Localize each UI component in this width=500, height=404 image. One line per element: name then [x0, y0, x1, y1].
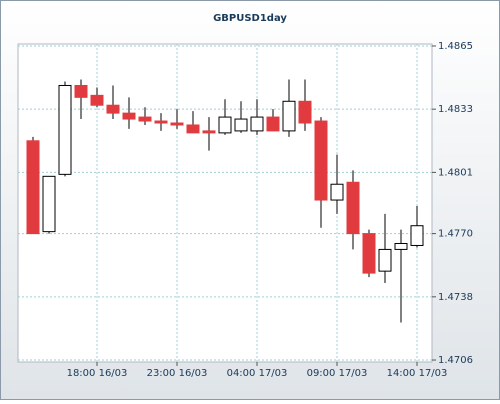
- candle-body: [410, 225, 424, 246]
- candle-body: [362, 233, 376, 274]
- candle-body: [266, 116, 280, 132]
- y-tick-label: 1.4706: [438, 355, 473, 366]
- candle-body: [314, 120, 328, 201]
- candle-body: [138, 116, 152, 122]
- x-tick-label: 09:00 17/03: [307, 368, 368, 379]
- candle-body: [58, 84, 72, 175]
- candle-body: [234, 118, 248, 132]
- x-tick-label: 04:00 17/03: [227, 368, 288, 379]
- candle-body: [202, 130, 216, 134]
- candle-body: [186, 124, 200, 134]
- chart-title: GBPUSD1day: [213, 13, 287, 24]
- x-tick-label: 23:00 16/03: [147, 368, 208, 379]
- x-tick-label: 18:00 16/03: [67, 368, 128, 379]
- candle-body: [250, 116, 264, 132]
- candle-body: [26, 140, 40, 235]
- y-tick-label: 1.4865: [438, 41, 473, 52]
- y-tick-label: 1.4738: [438, 292, 473, 303]
- candle-body: [378, 248, 392, 272]
- candle-body: [298, 100, 312, 124]
- x-tick-label: 14:00 17/03: [387, 368, 448, 379]
- candle-body: [282, 100, 296, 132]
- candle-body: [74, 84, 88, 98]
- candle-body: [218, 116, 232, 134]
- candle-body: [106, 104, 120, 114]
- candle-body: [90, 94, 104, 106]
- candle-body: [154, 120, 168, 124]
- candle-body: [394, 242, 408, 250]
- candle-body: [170, 122, 184, 126]
- candle-body: [122, 112, 136, 120]
- y-tick-label: 1.4833: [438, 104, 473, 115]
- y-tick-label: 1.4770: [438, 229, 473, 240]
- y-tick-label: 1.4801: [438, 167, 473, 178]
- candle-body: [42, 175, 56, 233]
- candle-body: [330, 183, 344, 201]
- candle-body: [346, 181, 360, 235]
